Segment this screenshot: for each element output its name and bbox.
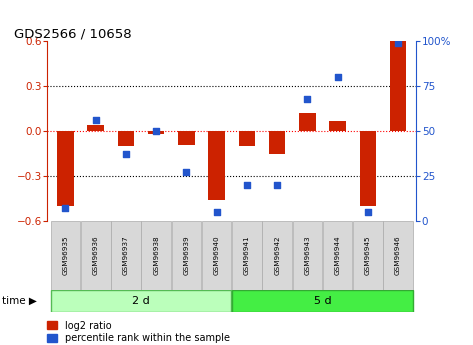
Bar (57, 131, 74, 206)
Bar (232, 290, 413, 312)
Text: GSM96937: GSM96937 (123, 236, 129, 275)
Point (213, 209, 220, 215)
Bar (118, 131, 134, 146)
Bar (88, 125, 104, 131)
Bar (269, 131, 285, 154)
Bar (299, 113, 315, 131)
Point (334, 75, 342, 80)
Legend: log2 ratio, percentile rank within the sample: log2 ratio, percentile rank within the s… (47, 321, 230, 344)
Bar (293, 221, 322, 290)
Bar (208, 131, 225, 200)
Text: GSM96936: GSM96936 (93, 236, 99, 275)
Bar (329, 121, 346, 131)
Point (183, 170, 190, 175)
Text: GSM96943: GSM96943 (304, 236, 310, 275)
Text: 5 d: 5 d (314, 296, 331, 306)
Bar (202, 221, 231, 290)
Point (394, 40, 402, 46)
Text: GSM96940: GSM96940 (214, 236, 219, 275)
Bar (383, 221, 413, 290)
Point (61, 206, 69, 211)
Bar (178, 131, 195, 145)
Bar (359, 131, 376, 206)
Text: GSM96941: GSM96941 (244, 236, 250, 275)
Bar (172, 221, 201, 290)
Point (122, 152, 130, 157)
Text: GSM96939: GSM96939 (184, 236, 189, 275)
Bar (51, 221, 80, 290)
Bar (148, 131, 165, 134)
Bar (323, 221, 352, 290)
Bar (263, 221, 292, 290)
Bar (141, 221, 171, 290)
Bar (111, 221, 141, 290)
Point (152, 128, 160, 134)
Bar (390, 41, 406, 131)
Text: GSM96945: GSM96945 (365, 236, 371, 275)
Bar (51, 290, 231, 312)
Text: GSM96938: GSM96938 (153, 236, 159, 275)
Bar (353, 221, 383, 290)
Point (304, 96, 311, 101)
Text: GSM96935: GSM96935 (62, 236, 69, 275)
Text: GDS2566 / 10658: GDS2566 / 10658 (14, 27, 131, 40)
Text: GSM96942: GSM96942 (274, 236, 280, 275)
Point (243, 182, 251, 188)
Point (364, 209, 372, 215)
Text: time ▶: time ▶ (2, 296, 37, 306)
Text: GSM96946: GSM96946 (395, 236, 401, 275)
Bar (238, 131, 255, 146)
Point (92, 118, 99, 123)
Text: 2 d: 2 d (132, 296, 150, 306)
Point (273, 182, 281, 188)
Bar (81, 221, 111, 290)
Bar (232, 221, 262, 290)
Text: GSM96944: GSM96944 (334, 236, 341, 275)
